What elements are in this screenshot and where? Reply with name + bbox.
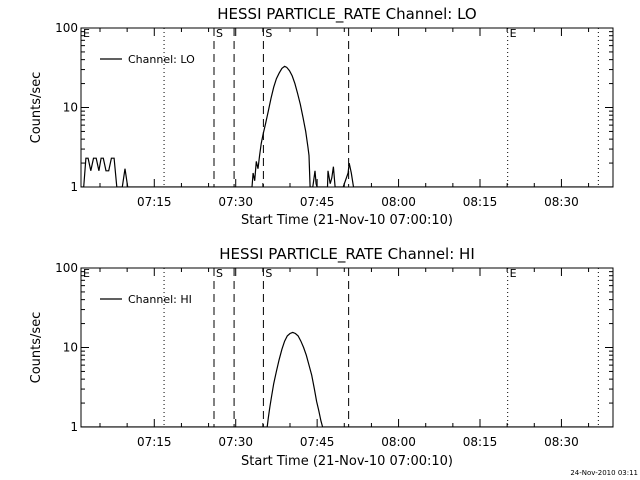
chart-1-marker-label: E — [510, 27, 517, 40]
chart-2-ytick-label: 10 — [63, 341, 78, 355]
chart-1-legend-label: Channel: LO — [128, 53, 195, 66]
chart-1-y-axis-label: Counts/sec — [29, 72, 44, 144]
chart-2-xtick-label: 07:15 — [137, 435, 172, 449]
chart-1-marker-label: S — [216, 27, 223, 40]
chart-2-xtick-label: 07:30 — [218, 435, 253, 449]
chart-1-ytick-label: 1 — [70, 180, 78, 194]
timestamp-stamp: 24-Nov-2010 03:11 — [570, 469, 638, 477]
chart-2-ytick-label: 100 — [55, 261, 78, 275]
chart-2-marker-label: E — [510, 267, 517, 280]
chart-1-ytick-label: 10 — [63, 101, 78, 115]
chart-2-series-line — [81, 331, 613, 427]
chart-1-xtick-label: 07:15 — [137, 195, 172, 209]
chart-2-xtick-label: 08:00 — [381, 435, 416, 449]
chart-2-plot-frame — [80, 267, 614, 428]
chart-2-title: HESSI PARTICLE_RATE Channel: HI — [219, 245, 475, 264]
chart-1-xtick-label: 07:30 — [218, 195, 253, 209]
chart-1-xtick-label: 08:30 — [544, 195, 579, 209]
chart-2-ytick-label: 1 — [70, 420, 78, 434]
chart-1-marker-label: S — [265, 27, 272, 40]
chart-2-corner-label: E — [83, 267, 90, 280]
chart-1-plot-frame — [80, 27, 614, 188]
chart-panel-1: HESSI PARTICLE_RATE Channel: LO 1 10 100 07:… — [29, 5, 614, 228]
chart-1-series-line — [81, 65, 613, 187]
chart-2-xtick-label: 07:45 — [300, 435, 335, 449]
chart-1-xtick-label: 08:00 — [381, 195, 416, 209]
chart-1-x-axis-label: Start Time (21-Nov-10 07:00:10) — [241, 213, 453, 228]
chart-2-xtick-label: 08:15 — [463, 435, 498, 449]
chart-2-y-axis-label: Counts/sec — [29, 312, 44, 384]
chart-2-xtick-label: 08:30 — [544, 435, 579, 449]
chart-2-marker-label: S — [265, 267, 272, 280]
chart-2-x-axis-label: Start Time (21-Nov-10 07:00:10) — [241, 454, 453, 469]
chart-1-xtick-label: 08:15 — [463, 195, 498, 209]
chart-panel-2: HESSI PARTICLE_RATE Channel: HI 1 10 100 07:… — [29, 245, 614, 469]
chart-1-corner-label: E — [83, 27, 90, 40]
chart-1-ytick-label: 100 — [55, 21, 78, 35]
chart-1-xtick-label: 07:45 — [300, 195, 335, 209]
chart-1-title: HESSI PARTICLE_RATE Channel: LO — [217, 5, 476, 24]
chart-2-legend-label: Channel: HI — [128, 293, 192, 306]
chart-2-marker-label: S — [216, 267, 223, 280]
